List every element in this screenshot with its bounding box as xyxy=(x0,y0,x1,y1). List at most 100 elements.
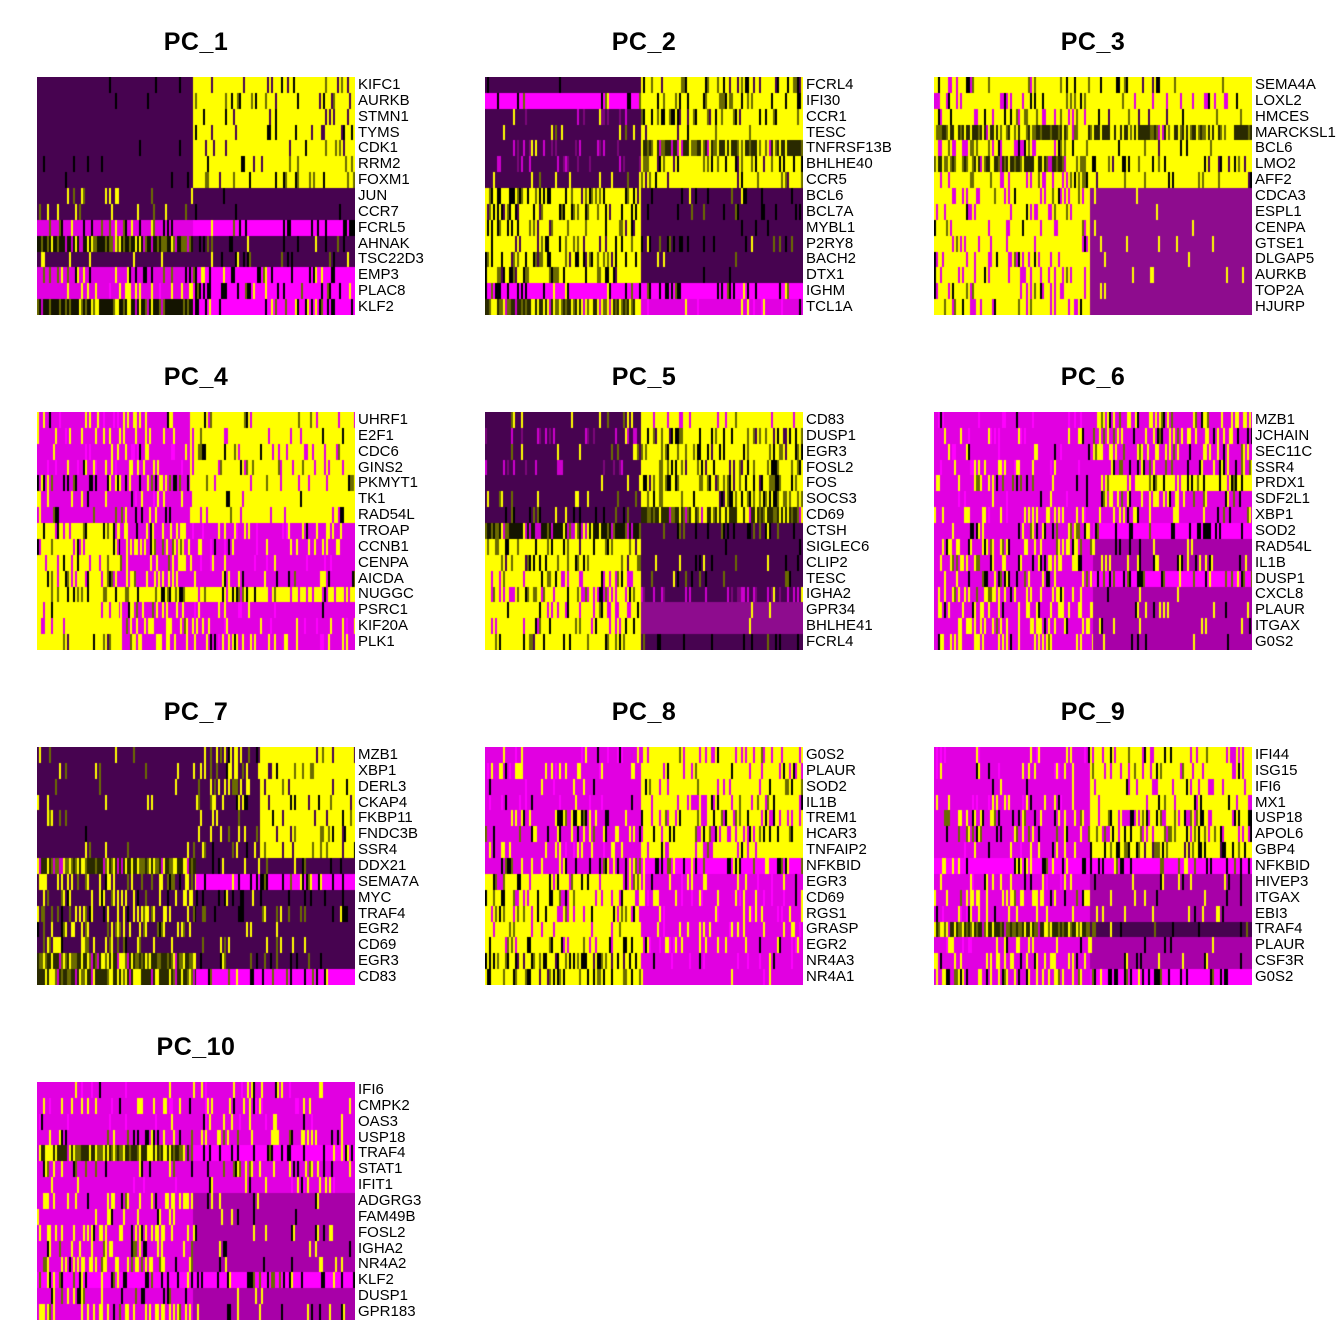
gene-label-SEMA4A: SEMA4A xyxy=(1255,76,1316,93)
gene-label-FOS: FOS xyxy=(806,474,837,492)
gene-label-MX1: MX1 xyxy=(1255,793,1286,811)
gene-label-HMCES: HMCES xyxy=(1255,107,1310,125)
panel-PC_5: PC_5 CD83 DUSP1 EGR3 FOSL2 FOS SOCS3 CD69 CTSH SI… xyxy=(485,363,943,650)
gene-label-NR4A2: NR4A2 xyxy=(358,1255,407,1273)
panel-title-PC_2: PC_2 xyxy=(611,28,677,56)
gene-label-CD83: CD83 xyxy=(806,411,845,428)
gene-label-CLIP2: CLIP2 xyxy=(806,553,848,571)
gene-label-CSF3R: CSF3R xyxy=(1255,952,1305,970)
heatmap-PC_6 xyxy=(934,412,1252,650)
gene-label-DUSP1: DUSP1 xyxy=(358,1287,409,1305)
panel-title-PC_8: PC_8 xyxy=(611,698,677,726)
gene-label-CMPK2: CMPK2 xyxy=(358,1096,410,1114)
gene-label-CKAP4: CKAP4 xyxy=(358,793,408,811)
gene-label-FOXM1: FOXM1 xyxy=(358,171,410,189)
gene-label-TRAF4: TRAF4 xyxy=(1255,920,1303,938)
gene-label-AFF2: AFF2 xyxy=(1255,171,1292,189)
gene-label-CENPA: CENPA xyxy=(1255,218,1306,236)
gene-label-PLAUR: PLAUR xyxy=(1255,601,1306,619)
gene-label-HIVEP3: HIVEP3 xyxy=(1255,872,1309,890)
gene-label-PKMYT1: PKMYT1 xyxy=(358,474,419,492)
heatmap-PC_1 xyxy=(37,77,355,315)
gene-labels-PC_9: IFI44 ISG15 IFI6 MX1 USP18 APOL6 GBP4 NFKBID HIV… xyxy=(1255,747,1344,985)
gene-label-AHNAK: AHNAK xyxy=(358,234,410,252)
gene-label-CCR1: CCR1 xyxy=(806,107,847,125)
panel-title-PC_3: PC_3 xyxy=(1060,28,1126,56)
panel-title-PC_1: PC_1 xyxy=(163,28,229,56)
gene-label-XBP1: XBP1 xyxy=(358,761,397,779)
gene-label-EGR2: EGR2 xyxy=(358,920,399,938)
gene-label-SSR4: SSR4 xyxy=(1255,458,1295,476)
gene-label-EGR2: EGR2 xyxy=(806,936,847,954)
gene-label-GBP4: GBP4 xyxy=(1255,841,1296,859)
gene-labels-PC_10: IFI6 CMPK2 OAS3 USP18 TRAF4 STAT1 IFIT1 ADGRG3 F… xyxy=(358,1082,493,1320)
gene-label-TRAF4: TRAF4 xyxy=(358,1144,406,1162)
gene-labels-PC_2: FCRL4 IFI30 CCR1 TESC TNFRSF13B BHLHE40 CCR5 BC… xyxy=(806,77,941,315)
gene-labels-PC_1: KIFC1 AURKB STMN1 TYMS CDK1 RRM2 FOXM1 JUN CCR7 F… xyxy=(358,77,493,315)
gene-label-IFI30: IFI30 xyxy=(806,91,841,109)
heatmap-PC_4 xyxy=(37,412,355,650)
gene-label-EBI3: EBI3 xyxy=(1255,904,1288,922)
gene-label-BCL6: BCL6 xyxy=(1255,139,1293,157)
gene-label-RAD54L: RAD54L xyxy=(358,506,415,524)
gene-label-CCR7: CCR7 xyxy=(358,202,399,220)
gene-label-IL1B: IL1B xyxy=(1255,553,1286,571)
gene-label-GPR34: GPR34 xyxy=(806,601,856,619)
gene-label-CDC6: CDC6 xyxy=(358,442,399,460)
gene-label-EGR3: EGR3 xyxy=(806,442,847,460)
gene-label-TRAF4: TRAF4 xyxy=(358,904,406,922)
gene-label-FCRL4: FCRL4 xyxy=(806,76,854,93)
gene-label-SEMA7A: SEMA7A xyxy=(358,872,419,890)
gene-label-BCL7A: BCL7A xyxy=(806,202,854,220)
heatmap-PC_10 xyxy=(37,1082,355,1320)
gene-label-PLAUR: PLAUR xyxy=(806,761,857,779)
gene-label-CD69: CD69 xyxy=(806,506,845,524)
gene-label-LMO2: LMO2 xyxy=(1255,155,1296,173)
gene-label-JUN: JUN xyxy=(358,187,388,205)
gene-label-ESPL1: ESPL1 xyxy=(1255,202,1302,220)
gene-labels-PC_3: SEMA4A LOXL2 HMCES MARCKSL1 BCL6 LMO2 AFF2 CDCA… xyxy=(1255,77,1344,315)
gene-label-CDK1: CDK1 xyxy=(358,139,399,157)
panel-title-PC_7: PC_7 xyxy=(163,698,229,726)
heatmap-PC_8 xyxy=(485,747,803,985)
gene-label-STMN1: STMN1 xyxy=(358,107,409,125)
gene-label-SSR4: SSR4 xyxy=(358,841,398,859)
gene-label-PLAUR: PLAUR xyxy=(1255,936,1306,954)
gene-label-GINS2: GINS2 xyxy=(358,458,404,476)
gene-label-FOSL2: FOSL2 xyxy=(806,458,854,476)
gene-label-USP18: USP18 xyxy=(358,1128,406,1146)
panel-PC_10: PC_10 IFI6 CMPK2 OAS3 USP18 TRAF4 STAT1 IFIT1 AD… xyxy=(37,1033,495,1320)
gene-label-SOCS3: SOCS3 xyxy=(806,490,857,508)
gene-label-STAT1: STAT1 xyxy=(358,1160,403,1178)
gene-label-IL1B: IL1B xyxy=(806,793,837,811)
gene-labels-PC_6: MZB1 JCHAIN SEC11C SSR4 PRDX1 SDF2L1 XBP1 SOD2 R… xyxy=(1255,412,1344,650)
gene-label-RGS1: RGS1 xyxy=(806,904,847,922)
panel-PC_6: PC_6 MZB1 JCHAIN SEC11C SSR4 PRDX1 SDF2L1 XBP1 S… xyxy=(934,363,1344,650)
gene-labels-PC_4: UHRF1 E2F1 CDC6 GINS2 PKMYT1 TK1 RAD54L TROAP CC… xyxy=(358,412,493,650)
gene-label-SOD2: SOD2 xyxy=(1255,522,1296,540)
gene-label-RRM2: RRM2 xyxy=(358,155,401,173)
gene-label-CCNB1: CCNB1 xyxy=(358,537,409,555)
gene-label-EGR3: EGR3 xyxy=(358,952,399,970)
gene-label-FAM49B: FAM49B xyxy=(358,1207,416,1225)
gene-label-IFI6: IFI6 xyxy=(1255,777,1281,795)
gene-label-CXCL8: CXCL8 xyxy=(1255,585,1304,603)
heatmap-PC_9 xyxy=(934,747,1252,985)
gene-label-NR4A1: NR4A1 xyxy=(806,968,855,986)
gene-labels-PC_5: CD83 DUSP1 EGR3 FOSL2 FOS SOCS3 CD69 CTSH SIGLEC… xyxy=(806,412,941,650)
gene-label-CD69: CD69 xyxy=(806,888,845,906)
gene-label-DUSP1: DUSP1 xyxy=(1255,569,1306,587)
gene-label-TREM1: TREM1 xyxy=(806,809,857,827)
gene-label-SEC11C: SEC11C xyxy=(1255,442,1313,460)
gene-label-NR4A3: NR4A3 xyxy=(806,952,855,970)
gene-label-SDF2L1: SDF2L1 xyxy=(1255,490,1311,508)
gene-label-PRDX1: PRDX1 xyxy=(1255,474,1306,492)
gene-label-CD83: CD83 xyxy=(358,968,397,986)
gene-label-G0S2: G0S2 xyxy=(1255,968,1294,986)
panel-title-PC_4: PC_4 xyxy=(163,363,229,391)
gene-label-TCL1A: TCL1A xyxy=(806,298,853,316)
gene-label-TESC: TESC xyxy=(806,569,847,587)
gene-label-SOD2: SOD2 xyxy=(806,777,847,795)
heatmap-PC_3 xyxy=(934,77,1252,315)
gene-label-IGHM: IGHM xyxy=(806,282,846,300)
